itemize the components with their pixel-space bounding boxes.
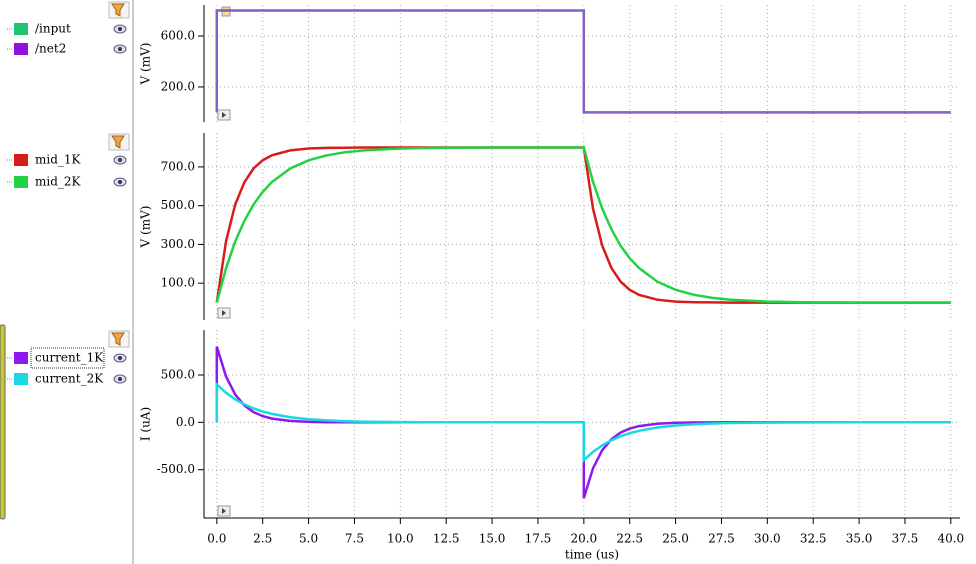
x-tick-label: 32.5 (800, 532, 827, 546)
y-tick-label: -500.0 (157, 462, 195, 476)
visibility-pupil (118, 377, 122, 381)
y-tick-label: 500.0 (161, 198, 195, 212)
x-tick-label: 2.5 (253, 532, 272, 546)
focus-box (30, 347, 105, 369)
x-tick-label: 30.0 (754, 532, 781, 546)
legend-label[interactable]: current_2K (35, 372, 104, 386)
x-tick-label: 10.0 (387, 532, 414, 546)
expand-arrow (222, 112, 226, 118)
filter-icons[interactable] (108, 1, 130, 348)
series-line (215, 381, 951, 464)
y-axis-label: I (uA) (139, 407, 153, 441)
visibility-pupil (118, 356, 122, 360)
y-tick-label: 300.0 (161, 237, 195, 251)
x-tick-label: 22.5 (616, 532, 643, 546)
x-tick-label: 12.5 (433, 532, 460, 546)
x-tick-label: 0.0 (207, 532, 226, 546)
legend-swatch[interactable] (14, 176, 28, 188)
legend-label[interactable]: /input (35, 22, 71, 36)
x-axis-label: time (us) (565, 548, 619, 562)
legend-swatch[interactable] (14, 23, 28, 35)
x-tick-label: 40.0 (937, 532, 964, 546)
visibility-pupil (118, 47, 122, 51)
y-axis-label: V (mV) (139, 43, 153, 86)
x-tick-label: 17.5 (525, 532, 552, 546)
y-tick-label: 600.0 (161, 28, 195, 42)
x-tick-label: 35.0 (846, 532, 873, 546)
visibility-pupil (118, 180, 122, 184)
series-line (215, 146, 951, 304)
x-tick-label: 27.5 (708, 532, 735, 546)
x-tick-label: 15.0 (479, 532, 506, 546)
series-line (215, 9, 951, 114)
legend-label[interactable]: mid_1K (35, 153, 82, 167)
y-tick-label: 0.0 (176, 415, 195, 429)
visibility-pupil (118, 158, 122, 162)
selection-bar[interactable] (0, 324, 6, 520)
legend-swatch[interactable] (14, 154, 28, 166)
x-tick-label: 5.0 (299, 532, 318, 546)
y-tick-label: 200.0 (161, 79, 195, 93)
legend-label[interactable]: /net2 (35, 42, 66, 56)
y-tick-label: 700.0 (161, 159, 195, 173)
y-tick-label: 100.0 (161, 276, 195, 290)
y-tick-label: 500.0 (161, 367, 195, 381)
y-axis-label: V (mV) (139, 206, 153, 249)
visibility-pupil (118, 27, 122, 31)
legend-swatch[interactable] (14, 373, 28, 385)
x-tick-label: 7.5 (345, 532, 364, 546)
x-tick-label: 25.0 (662, 532, 689, 546)
x-tick-label: 20.0 (570, 532, 597, 546)
expand-arrow (222, 310, 226, 316)
legend-label[interactable]: current_1K (35, 351, 104, 365)
legend-label[interactable]: mid_2K (35, 175, 82, 189)
x-tick-label: 37.5 (892, 532, 919, 546)
expand-arrow (222, 508, 226, 514)
legend-swatch[interactable] (14, 352, 28, 364)
legend-swatch[interactable] (14, 43, 28, 55)
